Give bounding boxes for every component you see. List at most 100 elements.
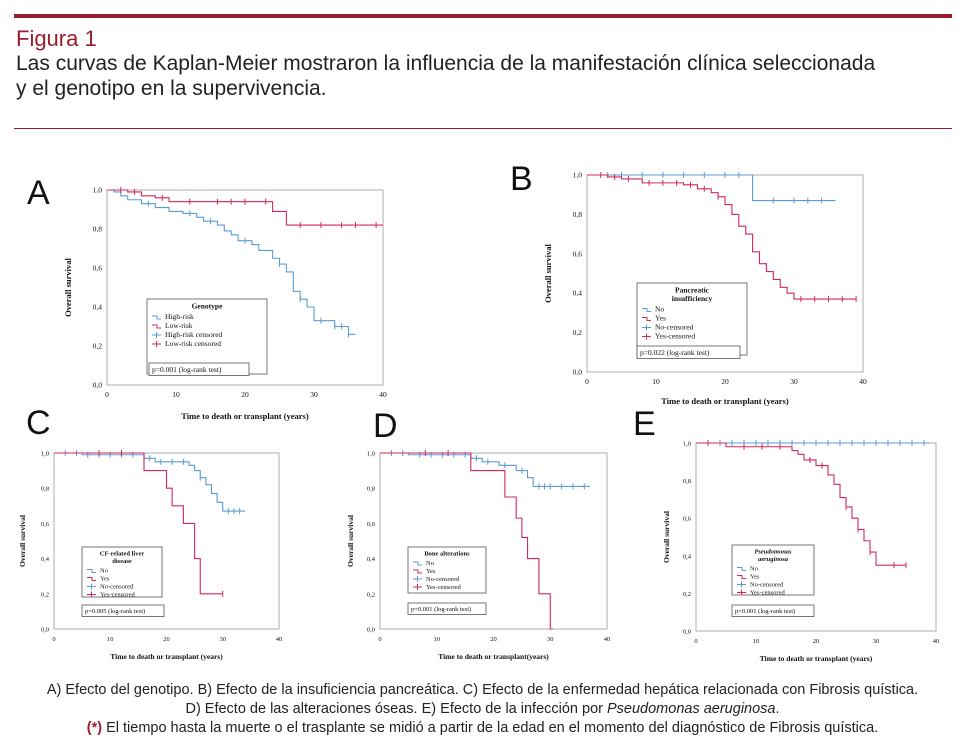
x-tick-label: 10	[652, 377, 660, 386]
km-plot-liver-disease: 0,0 0,2 0,4 0,6 0,8 1,0 0 10 20 30 40 Time to death…	[18, 450, 283, 661]
legend-label: No	[426, 560, 434, 567]
y-tick-label: 0,4	[573, 289, 583, 298]
pvalue-box	[731, 604, 815, 617]
survival-curve-blue	[54, 452, 246, 512]
x-tick-label: 0	[378, 636, 381, 643]
x-tick-label: 20	[721, 377, 729, 386]
caption-line1: A) Efecto del genotipo. B) Efecto de la …	[46, 682, 919, 698]
pvalue-label: p=0.001 (log-rank test)	[735, 608, 795, 615]
legend-label: High-risk censored	[165, 330, 223, 339]
y-tick-label: 1,0	[93, 186, 103, 195]
km-plot-pancreatic-insufficiency: 0,0 0,2 0,4 0,6 0,8 1,0 0 10 20 30 40 Time to death…	[543, 171, 867, 407]
caption-asterisk: (*)	[86, 720, 103, 736]
panel-letter-b: B	[510, 160, 533, 198]
legend-line-swatch	[737, 567, 746, 571]
x-tick-label: 40	[933, 638, 940, 645]
x-tick-label: 30	[790, 377, 798, 386]
y-tick-label: 0,2	[367, 591, 375, 598]
legend-box	[636, 282, 748, 356]
y-tick-label: 0,6	[573, 249, 583, 258]
y-axis-label: Overall survival	[543, 243, 553, 302]
x-tick-label: 40	[379, 390, 387, 399]
y-tick-label: 0,4	[683, 553, 692, 560]
y-tick-label: 0,0	[367, 627, 375, 634]
caption: A) Efecto del genotipo. B) Efecto de la …	[0, 681, 965, 738]
x-tick-label: 0	[585, 377, 589, 386]
legend-title: Bone alterations	[424, 551, 470, 558]
legend-line-swatch	[152, 315, 161, 320]
legend-label: No-censored	[655, 323, 694, 332]
legend-line-swatch	[152, 324, 161, 329]
plot-frame	[695, 442, 937, 632]
survival-curve-red	[380, 452, 554, 630]
y-tick-label: 0,6	[367, 521, 376, 528]
y-tick-label: 0,4	[41, 556, 50, 563]
legend-label: Yes-censored	[750, 590, 785, 597]
legend-label: Yes	[750, 574, 760, 581]
x-axis-label: Time to death or transplant (years)	[661, 396, 789, 406]
x-tick-label: 30	[873, 638, 880, 645]
figure-title-line2: y el genotipo en la supervivencia.	[16, 77, 327, 100]
y-tick-label: 1,0	[41, 451, 49, 458]
panel-letter-d: D	[373, 407, 398, 445]
legend-title: disease	[112, 558, 132, 565]
pvalue-box	[636, 345, 741, 359]
legend-label: No-censored	[100, 584, 134, 591]
x-axis-label: Time to death or transplant(years)	[438, 652, 549, 661]
y-axis-label: Overall survival	[18, 515, 27, 567]
x-tick-label: 10	[434, 636, 441, 643]
plot-frame	[53, 452, 280, 630]
caption-line3-text: El tiempo hasta la muerte o el trasplant…	[102, 720, 879, 736]
legend-label: Yes	[100, 576, 110, 583]
x-axis-label: Time to death or transplant (years)	[181, 411, 309, 421]
plot-frame	[379, 452, 608, 630]
legend-box	[407, 546, 487, 594]
x-tick-label: 10	[107, 636, 114, 643]
x-tick-label: 40	[604, 636, 611, 643]
y-tick-label: 0,2	[573, 328, 583, 337]
y-tick-label: 0,0	[41, 627, 49, 634]
legend-line-swatch	[413, 569, 422, 574]
y-tick-label: 0,8	[93, 225, 103, 234]
y-tick-label: 0,8	[41, 486, 49, 493]
x-tick-label: 20	[163, 636, 170, 643]
survival-curve-red	[696, 442, 906, 566]
legend-line-swatch	[642, 308, 651, 312]
legend-label: Low-risk censored	[165, 339, 221, 348]
legend-label: High-risk	[165, 312, 194, 321]
legend-label: No	[100, 568, 108, 575]
y-tick-label: 0,6	[683, 516, 692, 523]
survival-curve-red	[587, 174, 857, 300]
legend-label: Yes	[426, 568, 436, 575]
survival-curve-blue	[380, 452, 590, 487]
legend-label: Yes	[655, 314, 666, 323]
y-tick-label: 0,8	[573, 210, 583, 219]
y-tick-label: 0,4	[93, 303, 103, 312]
legend-line-swatch	[87, 569, 96, 573]
pvalue-label: p=0.005 (log-rank test)	[85, 608, 145, 615]
legend-label: No	[750, 566, 758, 573]
km-plot-bone-alterations: 0,0 0,2 0,4 0,6 0,8 1,0 0 10 20 30 40 Time to death…	[346, 450, 611, 661]
x-tick-label: 30	[547, 636, 554, 643]
figure-title-line1: Las curvas de Kaplan-Meier mostraron la …	[16, 52, 876, 75]
y-axis-label: Overall survival	[63, 257, 73, 316]
x-tick-label: 30	[220, 636, 227, 643]
legend-title: CF-related liver	[100, 551, 145, 558]
pvalue-label: p=0.001 (log-rank test)	[411, 606, 471, 613]
legend-label: Yes-censored	[100, 592, 135, 599]
legend-title: Genotype	[192, 302, 224, 311]
plot-frame	[106, 189, 384, 386]
km-plot-pseudomonas: 0,0 0,2 0,4 0,6 0,8 1,0 0 10 20 30 40 Time to death…	[662, 440, 940, 663]
y-tick-label: 0,4	[367, 556, 376, 563]
y-tick-label: 0,6	[41, 521, 50, 528]
y-tick-label: 1,0	[683, 441, 691, 448]
legend-line-swatch	[737, 575, 746, 579]
legend-line-swatch	[413, 561, 422, 566]
caption-line2: D) Efecto de las alteraciones óseas. E) …	[0, 700, 965, 719]
x-tick-label: 0	[52, 636, 55, 643]
x-tick-label: 40	[276, 636, 283, 643]
x-axis-label: Time to death or transplant (years)	[760, 654, 873, 663]
survival-curve-red	[54, 452, 223, 595]
pvalue-label: p=0.022 (log-rank test)	[640, 348, 710, 357]
x-tick-label: 30	[310, 390, 318, 399]
